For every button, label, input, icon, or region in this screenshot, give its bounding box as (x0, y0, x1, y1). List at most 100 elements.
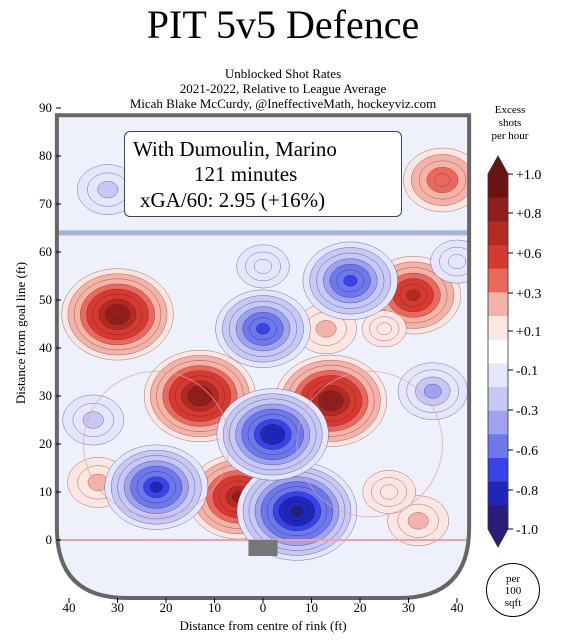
contour-level (407, 512, 429, 530)
info-box: With Dumoulin, Marino 121 minutes xGA/60… (124, 131, 402, 217)
colorbar: +1.0 +0.8 +0.6 +0.3 +0.1 -0.1 -0.3 -0.6 -0.8 -1.0 (487, 155, 541, 548)
colorbar-segment (488, 245, 508, 270)
hotspot-deficit-15 (104, 444, 209, 530)
colorbar-tick-label: +0.1 (516, 325, 541, 340)
hotspot-deficit-18 (62, 394, 125, 446)
contour-level (111, 309, 124, 320)
colorbar-title-line2: shots (498, 117, 522, 129)
y-tick-label: 30 (39, 388, 52, 403)
hotspot-deficit-14 (215, 289, 311, 368)
contour-level (447, 254, 467, 270)
rink-markings (54, 113, 472, 600)
colorbar-tick-label: +0.6 (516, 247, 541, 262)
contour-level (193, 390, 207, 402)
contour-level (266, 429, 280, 440)
colorbar-segment (488, 197, 508, 222)
colorbar-segment (488, 339, 508, 364)
hotspot-excess-5 (403, 147, 470, 213)
unit-line2: 100 (504, 585, 522, 597)
y-axis-label: Distance from goal line (ft) (13, 262, 28, 404)
colorbar-tick-label: -1.0 (516, 523, 538, 538)
hotspot-deficit-16 (302, 241, 398, 320)
y-tick-label: 50 (39, 292, 52, 307)
colorbar-tick-label: +1.0 (516, 168, 541, 183)
x-tick-label: 10 (305, 600, 318, 615)
contour-level (324, 395, 338, 407)
contour-level (255, 322, 271, 335)
y-tick-label: 90 (39, 100, 52, 115)
y-tick-label: 40 (39, 340, 52, 355)
colorbar-segment (488, 410, 508, 435)
colorbar-title: Excess shots per hour (480, 104, 540, 143)
hotspot-deficit-19 (236, 244, 290, 289)
colorbar-segment (488, 387, 508, 412)
x-tick-label: 40 (451, 600, 464, 615)
hotspot-excess-0 (61, 268, 174, 361)
page-title: PIT 5v5 Defence (146, 2, 420, 47)
colorbar-min-arrow (488, 529, 508, 547)
subtitle-season: 2021-2022, Relative to League Average (179, 81, 387, 96)
subtitle-author: Micah Blake McCurdy, @IneffectiveMath, h… (129, 96, 437, 111)
colorbar-segment (488, 174, 508, 199)
colorbar-segment (488, 458, 508, 483)
contour-level (290, 506, 304, 517)
colorbar-title-line3: per hour (491, 130, 529, 142)
x-tick-label: 30 (402, 600, 415, 615)
contour-level (343, 274, 358, 287)
contour-level (82, 411, 104, 429)
subtitle-shot-rates: Unblocked Shot Rates (224, 66, 342, 81)
colorbar-segment (488, 481, 508, 506)
colorbar-segment (488, 221, 508, 246)
colorbar-segment (488, 505, 508, 530)
x-tick-label: 10 (208, 600, 221, 615)
contour-level (434, 173, 451, 187)
goal-net (248, 540, 278, 556)
colorbar-tick-label: -0.3 (516, 404, 538, 419)
colorbar-tick-label: -0.8 (516, 484, 538, 499)
contour-level (376, 322, 392, 336)
unit-line1: per (505, 573, 521, 585)
colorbar-segment (488, 292, 508, 317)
rink-boards (54, 113, 472, 600)
axes: 40 30 20 10 0 10 20 30 40 0 10 20 30 40 50 60 70 80 90 (39, 100, 464, 615)
hotspot-deficit-13 (216, 388, 329, 481)
y-tick-label: 20 (39, 436, 52, 451)
contour-level (380, 484, 399, 500)
info-players: With Dumoulin, Marino (133, 137, 337, 161)
x-tick-label: 20 (160, 600, 173, 615)
y-tick-label: 10 (39, 484, 52, 499)
hotspot-deficit-21 (430, 239, 470, 284)
y-tick-label: 60 (39, 244, 52, 259)
contour-level (97, 180, 119, 199)
y-tick-label: 80 (39, 148, 52, 163)
x-tick-label: 40 (63, 600, 76, 615)
colorbar-tick-label: +0.3 (516, 287, 541, 302)
colorbar-segment (488, 434, 508, 459)
hotspot-deficit-12 (236, 461, 358, 561)
x-axis-label: Distance from centre of rink (ft) (179, 618, 346, 633)
hotspot-deficit-17 (397, 362, 468, 420)
faceoff-circle-left (83, 370, 230, 518)
info-xga: xGA/60: 2.95 (+16%) (140, 188, 326, 212)
unit-badge: per 100 sqft (486, 563, 540, 617)
colorbar-segment (488, 268, 508, 293)
colorbar-max-arrow (488, 156, 508, 174)
y-tick-label: 0 (46, 532, 53, 547)
x-tick-label: 30 (111, 600, 124, 615)
blue-line (56, 230, 470, 236)
hotspot-excess-11 (361, 310, 407, 348)
contour-level (423, 383, 442, 399)
contour-level (149, 481, 164, 493)
contour-level (315, 320, 337, 338)
info-minutes: 121 minutes (194, 162, 298, 186)
colorbar-tick-label: -0.6 (516, 444, 538, 459)
colorbar-segment (488, 316, 508, 341)
colorbar-segment (488, 363, 508, 388)
colorbar-tick-label: -0.1 (516, 364, 538, 379)
unit-line3: sqft (504, 597, 522, 609)
colorbar-tick-label: +0.8 (516, 207, 541, 222)
colorbar-title-line1: Excess (494, 104, 526, 116)
y-tick-label: 70 (39, 196, 52, 211)
x-tick-label: 0 (260, 600, 267, 615)
contour-level (406, 289, 421, 302)
